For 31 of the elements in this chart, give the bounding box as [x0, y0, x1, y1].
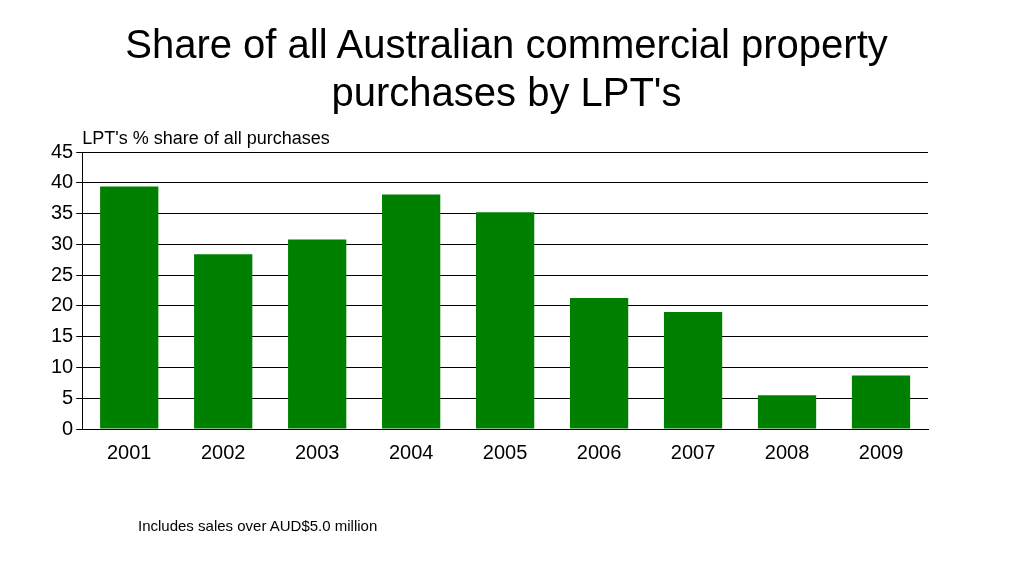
x-tick-label: 2006 — [576, 440, 622, 463]
bar — [757, 395, 817, 429]
y-tick-label: 35 — [51, 201, 74, 224]
y-tick-label: 20 — [51, 293, 74, 316]
y-tick-label: 45 — [51, 139, 74, 162]
y-tick-label: 25 — [51, 262, 74, 285]
bar — [382, 194, 441, 429]
bar — [569, 297, 629, 429]
y-tick-label: 15 — [51, 324, 74, 347]
x-tick-label: 2007 — [670, 440, 716, 463]
y-tick-label: 10 — [51, 354, 74, 377]
bar — [663, 312, 723, 429]
x-tick-label: 2008 — [764, 440, 810, 463]
y-axis-title: LPT's % share of all purchases — [82, 127, 330, 148]
x-tick-label: 2002 — [200, 440, 246, 463]
x-tick-label: 2001 — [106, 440, 152, 463]
bar — [475, 212, 535, 429]
y-tick-label: 0 — [62, 416, 74, 439]
y-tick-label: 30 — [51, 231, 74, 254]
text: Includes sales over AUD$5.0 million — [138, 517, 379, 534]
bar — [194, 254, 253, 429]
x-tick-label: 2003 — [294, 440, 340, 463]
bar — [851, 375, 911, 429]
y-tick-label: 40 — [51, 170, 74, 193]
bar — [100, 186, 159, 429]
x-tick-label: 2005 — [482, 440, 528, 463]
chart-title: Share of all Australian commercial property purchases by LPT's — [124, 21, 889, 116]
bar — [288, 239, 347, 429]
x-tick-label: 2004 — [388, 440, 434, 463]
x-tick-label: 2009 — [858, 440, 904, 463]
y-tick-label: 5 — [62, 385, 74, 408]
